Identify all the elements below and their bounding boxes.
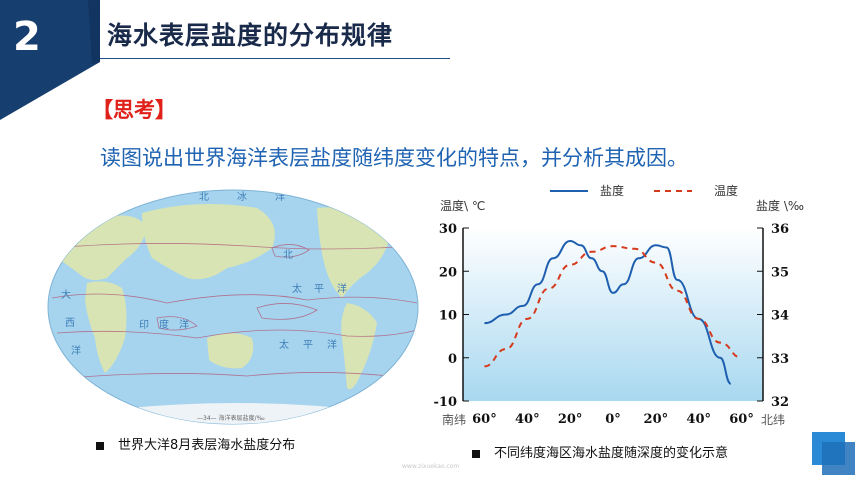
ocean-label: 西: [65, 318, 75, 329]
left-tick-label: 10: [439, 309, 457, 324]
x-label-north: 北纬: [761, 413, 785, 427]
salinity-isolines: [51, 243, 418, 379]
title-underline: [100, 58, 450, 59]
think-label: 【思考】: [92, 98, 176, 122]
ocean-label: 冰: [237, 190, 247, 203]
left-tick-label: 0: [448, 352, 457, 367]
map-caption: 世界大洋8月表层海水盐度分布: [96, 434, 295, 453]
salinity-temperature-chart: 盐度 温度 温度\ ℃ 盐度 \‰ 30 20 10 0 -10 36 35 34 33 32 60…: [434, 183, 804, 427]
left-axis-label: 温度\ ℃: [440, 198, 485, 213]
south-america-landmass: [341, 303, 377, 390]
x-tick-label: 40°: [515, 412, 540, 427]
x-tick-label: 20°: [558, 412, 583, 427]
map-caption-text: 世界大洋8月表层海水盐度分布: [118, 438, 296, 453]
chart-caption: 不同纬度海区海水盐度随深度的变化示意: [472, 442, 728, 461]
ocean-label: 洋: [337, 282, 347, 295]
ocean-label: 北: [199, 191, 209, 203]
plot-area: [463, 228, 763, 401]
ocean-label: 洋: [179, 318, 189, 331]
x-tick-label: 0°: [605, 412, 621, 427]
asia-landmass: [142, 204, 275, 280]
temperature-series-line: [484, 245, 742, 368]
right-tick-label: 32: [771, 395, 789, 410]
ocean-label: 洋: [275, 190, 285, 203]
chart-caption-text: 不同纬度海区海水盐度随深度的变化示意: [494, 446, 729, 461]
left-tick-label: 20: [439, 265, 457, 280]
corner-shade: [88, 0, 100, 64]
right-tick-label: 35: [771, 265, 789, 280]
corner-decoration: [812, 432, 855, 475]
australia-landmass: [207, 333, 254, 369]
section-corner-badge: 2: [0, 0, 100, 120]
x-tick-label: 20°: [644, 412, 669, 427]
right-tick-label: 36: [771, 222, 789, 237]
bullet-square: [472, 449, 480, 458]
x-tick-label: 40°: [686, 412, 711, 427]
ocean-label: 大: [61, 288, 71, 301]
x-tick-label: 60°: [472, 412, 497, 427]
legend-salinity-label: 盐度: [600, 183, 624, 198]
world-salinity-map: 北 冰 洋 北 太 平 洋 大 西 洋 印 度 洋 太 平 洋 —34— 海洋表…: [47, 189, 419, 425]
left-tick-label: -10: [434, 395, 458, 410]
africa-landmass: [85, 281, 127, 373]
ocean-label: 度: [159, 318, 169, 331]
ocean-label: 洋: [327, 338, 337, 351]
section-number: 2: [13, 14, 41, 60]
x-tick-label: 60°: [729, 412, 754, 427]
x-label-south: 南纬: [442, 412, 466, 427]
legend-temperature-label: 温度: [714, 183, 738, 198]
ocean-label: 太: [292, 282, 302, 295]
right-tick-label: 34: [771, 309, 789, 324]
watermark-url: www.zixuekao.com: [402, 463, 460, 470]
ocean-labels: 北 冰 洋 北 太 平 洋 大 西 洋 印 度 洋 太 平 洋: [61, 190, 347, 357]
ocean-label: 平: [314, 284, 324, 295]
right-axis-label: 盐度 \‰: [756, 198, 804, 213]
ocean-label: 洋: [71, 344, 81, 357]
right-tick-label: 33: [771, 352, 789, 367]
bullet-square: [96, 441, 104, 450]
ocean-label: 太: [279, 338, 289, 351]
slide-title: 海水表层盐度的分布规律: [107, 21, 394, 50]
salinity-series-line: [484, 239, 732, 385]
deco-square-front: [822, 442, 855, 475]
ocean-label: 平: [303, 340, 313, 351]
left-tick-label: 30: [439, 222, 457, 237]
map-legend: —34— 海洋表层盐度/‰: [197, 414, 265, 422]
question-text: 读图说出世界海洋表层盐度随纬度变化的特点，并分析其成因。: [100, 146, 688, 170]
ocean-label: 印: [139, 319, 149, 331]
ocean-label: 北: [283, 249, 293, 261]
corner-shape: [0, 0, 100, 120]
